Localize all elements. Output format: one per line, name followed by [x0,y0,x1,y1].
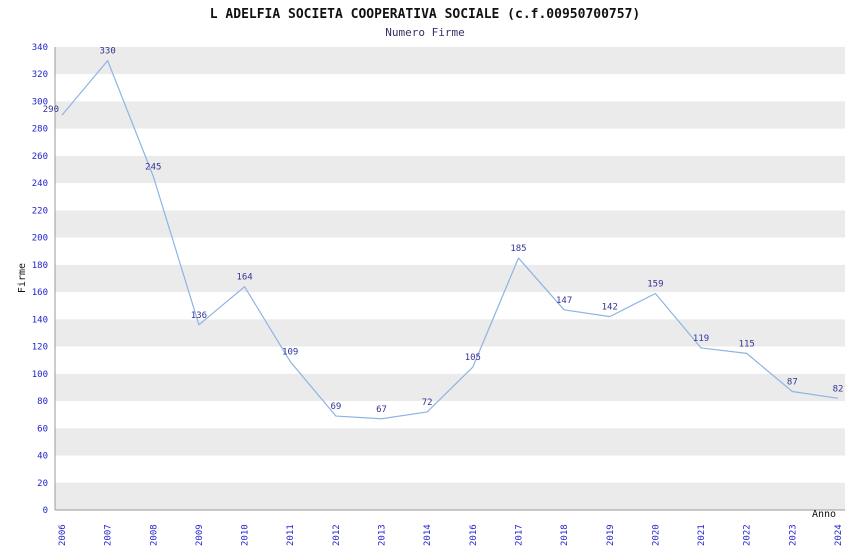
y-axis-tick-labels: 0 20 40 60 80 100 120 140 160 180 200 220 240 260 280 3… [32,43,48,516]
point-labels: 290 330 245 136 164 109 69 67 72 105 185 147 142 159 1… [43,47,844,415]
y-tick-label: 340 [32,43,48,53]
x-tick-label: 2012 [332,524,342,546]
x-tick-label: 2020 [651,524,661,546]
x-tick-label: 2018 [560,524,570,546]
point-value-label: 69 [330,402,341,412]
y-tick-label: 200 [32,234,48,244]
point-value-label: 290 [43,105,59,115]
point-value-label: 147 [556,296,572,306]
point-value-label: 87 [787,378,798,388]
x-tick-label: 2019 [606,524,616,546]
point-value-label: 105 [465,353,481,363]
grid-band [55,237,845,265]
grid-band [55,264,845,293]
y-tick-label: 0 [43,506,48,516]
grid-band [55,47,845,75]
y-tick-label: 280 [32,125,48,135]
point-value-label: 185 [510,244,526,254]
x-tick-label: 2021 [697,524,707,546]
x-tick-label: 2014 [423,524,433,546]
point-value-label: 142 [602,303,618,313]
point-value-label: 164 [236,273,252,283]
grid-band [55,155,845,184]
grid-band [55,292,845,320]
y-tick-label: 40 [37,452,48,462]
grid-band [55,401,845,429]
y-tick-label: 60 [37,424,48,434]
x-tick-label: 2016 [469,524,479,546]
x-axis-tick-labels: 2006 2007 2008 2009 2010 2011 2012 2013 2014 2016… [58,524,844,546]
x-tick-label: 2022 [743,524,753,546]
point-value-label: 82 [833,384,844,394]
point-value-label: 109 [282,348,298,358]
grid-band [55,428,845,456]
y-tick-label: 220 [32,206,48,216]
chart-title: L ADELFIA SOCIETA COOPERATIVA SOCIALE (c… [210,7,640,22]
grid-band [55,346,845,374]
point-value-label: 330 [100,47,116,57]
x-tick-label: 2007 [104,524,114,546]
x-tick-label: 2011 [286,524,296,546]
point-value-label: 245 [145,162,161,172]
point-value-label: 119 [693,334,709,344]
x-tick-label: 2013 [378,524,388,546]
y-tick-label: 20 [37,479,48,489]
x-tick-label: 2024 [834,524,844,546]
y-tick-label: 160 [32,288,48,298]
y-tick-label: 260 [32,152,48,162]
x-tick-label: 2006 [58,524,68,546]
grid-band [55,183,845,211]
point-value-label: 136 [191,311,207,321]
y-tick-label: 80 [37,397,48,407]
grid-band [55,74,845,102]
data-series-line [61,60,839,420]
gridline-bands [55,47,845,510]
y-tick-label: 120 [32,343,48,353]
x-tick-label: 2023 [788,524,798,546]
grid-band [55,101,845,129]
x-tick-label: 2017 [514,524,524,546]
y-tick-label: 140 [32,315,48,325]
grid-band [55,319,845,347]
point-value-label: 67 [376,405,387,415]
y-tick-label: 300 [32,97,48,107]
series-polyline [61,60,839,420]
y-tick-label: 240 [32,179,48,189]
grid-band [55,482,845,510]
grid-band [55,210,845,238]
grid-band [55,128,845,156]
chart-subtitle: Numero Firme [385,26,464,39]
x-axis-title: Anno [812,509,836,520]
x-tick-label: 2008 [149,524,159,546]
point-value-label: 159 [647,279,663,289]
y-axis-title: Firme [17,263,28,293]
y-tick-label: 320 [32,70,48,80]
axis-lines [54,47,845,511]
y-tick-label: 100 [32,370,48,380]
point-value-label: 115 [739,339,755,349]
x-tick-label: 2009 [195,524,205,546]
y-tick-label: 180 [32,261,48,271]
grid-band [55,373,845,402]
point-value-label: 72 [422,398,433,408]
x-tick-label: 2010 [241,524,251,546]
grid-band [55,455,845,483]
